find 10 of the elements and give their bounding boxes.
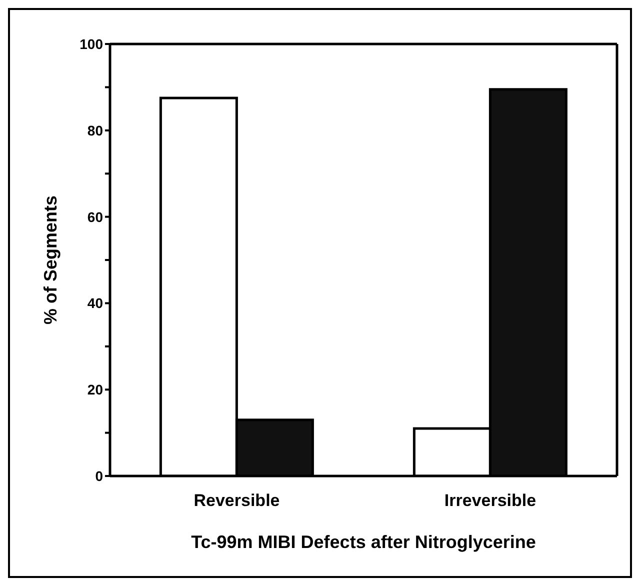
y-tick-label: 0 (95, 468, 104, 484)
y-tick-label: 60 (87, 208, 104, 225)
y-tick-label: 20 (87, 382, 104, 398)
y-axis-title: % of Segments (40, 195, 60, 325)
x-tick-label: Irreversible (444, 491, 536, 510)
x-tick-label: Reversible (194, 491, 280, 510)
x-axis-title: Tc-99m MIBI Defects after Nitroglycerine (191, 532, 536, 552)
y-tick-label: 100 (80, 36, 104, 52)
y-tick-label: 40 (87, 295, 104, 312)
y-tick-label: 80 (87, 122, 104, 138)
